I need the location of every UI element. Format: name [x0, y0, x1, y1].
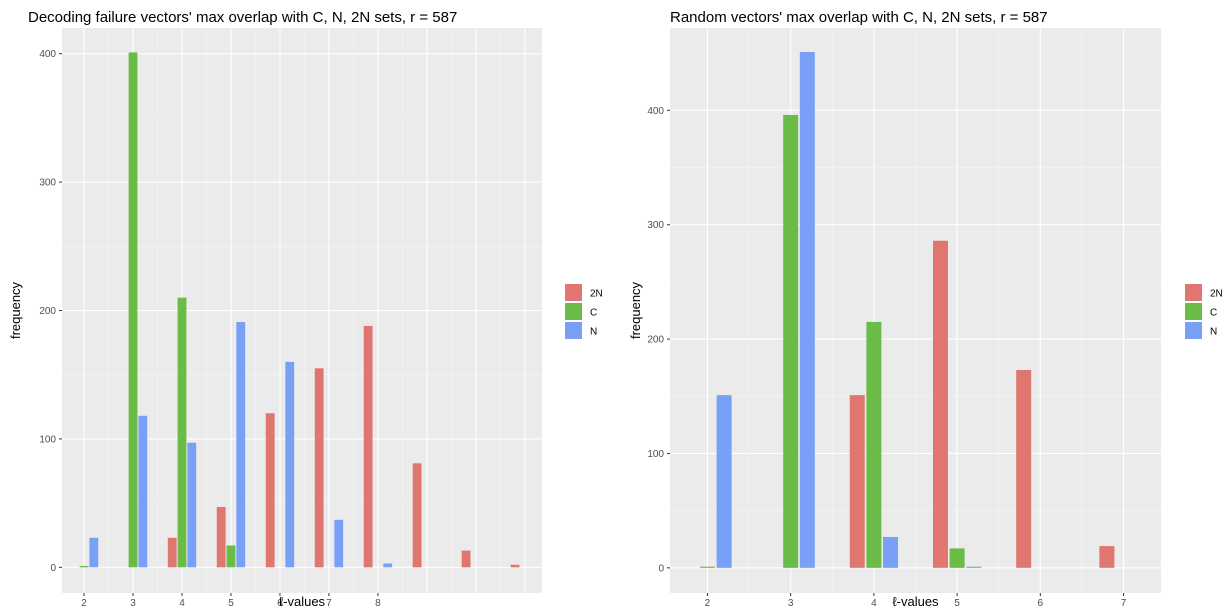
x-axis-label: ℓ-values — [892, 594, 939, 609]
y-axis-label: frequency — [628, 281, 643, 339]
legend-key-2N — [1185, 284, 1202, 301]
bar-2N-6.8 — [314, 368, 324, 568]
y-tick-label: 0 — [50, 563, 56, 574]
legend-label-N: N — [1210, 327, 1217, 338]
y-axis: 0 100 200 300 400 — [39, 49, 62, 574]
bar-C-4 — [866, 321, 882, 568]
bar-N-4.2 — [187, 442, 197, 568]
bar-2N-7.8 — [363, 325, 373, 568]
bar-N-3.2 — [799, 52, 815, 568]
bars — [699, 52, 1115, 568]
legend-label-2N: 2N — [590, 289, 603, 300]
bar-2N-4.8 — [216, 506, 226, 568]
legend-key-C — [1185, 303, 1202, 320]
x-axis: 2 3 4 5 6 7 8 — [81, 593, 381, 609]
y-tick-label: 100 — [39, 434, 56, 445]
legend-key-N — [1185, 322, 1202, 339]
bar-2N-9.8 — [461, 550, 471, 568]
y-axis-label: frequency — [8, 281, 23, 339]
x-tick-label: 7 — [1121, 598, 1127, 609]
x-tick-label: 5 — [228, 598, 234, 609]
legend: 2N CN — [565, 284, 603, 339]
bar-2N-3.8 — [849, 395, 865, 568]
bar-N-6.2 — [285, 361, 295, 568]
x-tick-label: 2 — [81, 598, 87, 609]
bar-N-4.2 — [883, 536, 899, 568]
bar-C-2 — [79, 566, 89, 568]
x-axis-label: ℓ-values — [279, 594, 326, 609]
chart-2: Random vectors' max overlap with C, N, 2… — [628, 9, 1223, 609]
x-tick-label: 2 — [705, 598, 711, 609]
legend-label-N: N — [590, 327, 597, 338]
x-tick-label: 4 — [871, 598, 877, 609]
legend-label-C: C — [1210, 308, 1217, 319]
bar-2N-6.8 — [1099, 546, 1115, 568]
bar-2N-4.8 — [932, 240, 948, 568]
bar-C-4 — [177, 297, 187, 568]
chart-title: Random vectors' max overlap with C, N, 2… — [670, 9, 1048, 26]
y-tick-label: 200 — [39, 306, 56, 317]
y-tick-label: 400 — [39, 49, 56, 60]
grid-minor — [670, 28, 1161, 593]
x-tick-label: 7 — [326, 598, 332, 609]
bar-2N-5.8 — [1016, 369, 1032, 568]
bar-N-2.2 — [89, 537, 99, 568]
bar-C-5 — [949, 548, 965, 568]
bar-N-8.2 — [383, 563, 393, 568]
y-tick-label: 300 — [39, 178, 56, 189]
bar-N-7.2 — [334, 519, 344, 568]
bar-2N-5.8 — [265, 413, 275, 568]
bar-2N-10.8 — [510, 564, 520, 568]
legend-label-C: C — [590, 308, 597, 319]
x-tick-label: 3 — [130, 598, 136, 609]
x-tick-label: 5 — [954, 598, 960, 609]
chart-title: Decoding failure vectors' max overlap wi… — [28, 9, 457, 26]
x-tick-label: 3 — [788, 598, 794, 609]
y-tick-label: 0 — [658, 563, 664, 574]
bar-C-3 — [783, 114, 799, 568]
x-tick-label: 6 — [1038, 598, 1044, 609]
bar-C-3 — [128, 52, 138, 568]
bar-2N-8.8 — [412, 463, 422, 568]
x-axis: 2 3 4 5 6 7 — [705, 593, 1127, 609]
y-tick-label: 300 — [647, 220, 664, 231]
legend-key-2N — [565, 284, 582, 301]
bar-N-5.2 — [966, 566, 982, 568]
x-tick-label: 6 — [277, 598, 283, 609]
y-tick-label: 100 — [647, 449, 664, 460]
bars — [79, 52, 520, 568]
bar-C-5 — [226, 545, 236, 568]
legend-key-N — [565, 322, 582, 339]
bar-2N-3.8 — [167, 537, 177, 568]
legend-key-C — [565, 303, 582, 320]
y-axis: 0 100 200 300 400 — [647, 106, 670, 574]
y-tick-label: 200 — [647, 335, 664, 346]
y-tick-label: 400 — [647, 106, 664, 117]
legend-label-2N: 2N — [1210, 289, 1223, 300]
bar-N-5.2 — [236, 322, 246, 568]
chart-1: Decoding failure vectors' max overlap wi… — [8, 9, 603, 609]
bar-N-3.2 — [138, 415, 148, 568]
bar-C-2 — [699, 566, 715, 568]
bar-N-2.2 — [716, 395, 732, 568]
x-tick-label: 8 — [375, 598, 381, 609]
x-tick-label: 4 — [179, 598, 185, 609]
legend: 2N CN — [1185, 284, 1223, 339]
